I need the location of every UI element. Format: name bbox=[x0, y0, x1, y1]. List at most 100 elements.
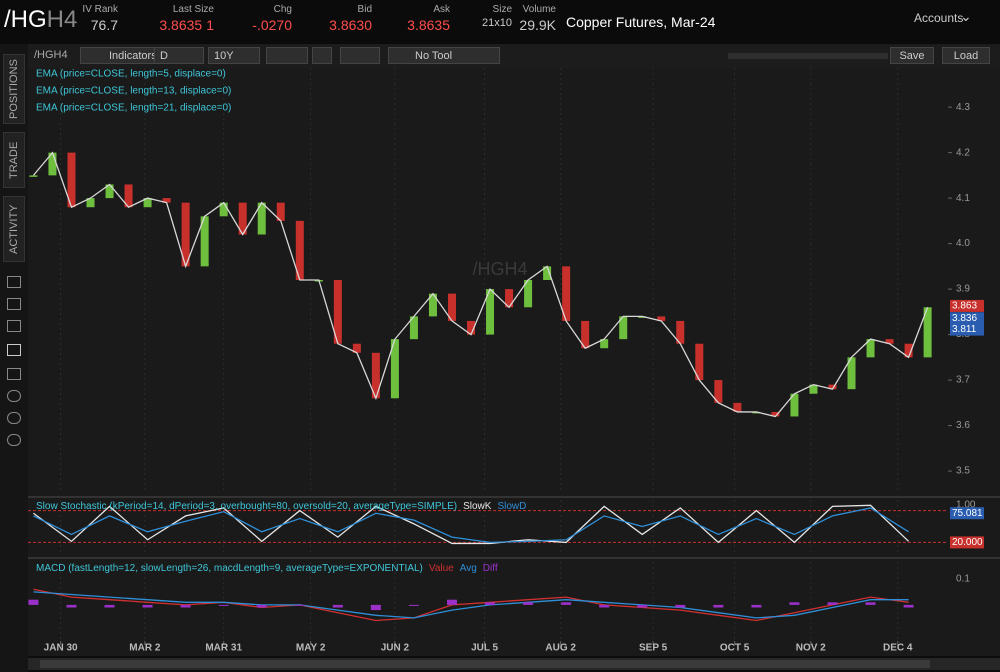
candle bbox=[124, 184, 133, 208]
price-tag: 3.863 bbox=[952, 301, 977, 312]
aggregation-select[interactable]: D bbox=[154, 47, 204, 64]
candle bbox=[847, 357, 856, 390]
histogram-bar bbox=[637, 604, 648, 608]
quote: Volume 29.9K bbox=[519, 4, 556, 33]
study-title: Slow Stochastic (kPeriod=14, dPeriod=3, … bbox=[36, 501, 457, 512]
y-tick-label: 3.6 bbox=[956, 420, 970, 431]
quote-value: -.0270 bbox=[252, 17, 292, 33]
candle bbox=[486, 289, 495, 335]
histogram-bar bbox=[332, 604, 343, 608]
quote-label: Size bbox=[492, 4, 512, 15]
range-select[interactable]: 10Y bbox=[208, 47, 260, 64]
histogram-bar bbox=[28, 599, 39, 605]
study-label: EMA (price=CLOSE, length=13, displace=0) bbox=[36, 86, 231, 97]
histogram-bar bbox=[142, 604, 153, 608]
y-tick-label: 3.8 bbox=[956, 329, 970, 340]
candle bbox=[105, 184, 114, 199]
y-tick-label: 0.1 bbox=[956, 574, 970, 585]
histogram-bar bbox=[561, 602, 572, 605]
candle bbox=[428, 293, 437, 317]
side-tab[interactable]: ACTIVITY bbox=[3, 196, 25, 262]
candle bbox=[409, 316, 418, 340]
price-tag: 20.000 bbox=[952, 537, 983, 548]
candle bbox=[752, 411, 761, 414]
x-tick-label: MAR 31 bbox=[205, 643, 242, 654]
side-icon[interactable] bbox=[7, 276, 21, 288]
histogram-bar bbox=[675, 604, 686, 608]
candle bbox=[657, 316, 666, 321]
histogram-bar bbox=[713, 604, 724, 608]
accounts-button[interactable]: Accounts bbox=[914, 11, 964, 25]
axis-label: 1.00 bbox=[956, 500, 976, 511]
histogram-bar bbox=[370, 604, 381, 611]
histogram-bar bbox=[789, 602, 800, 605]
panel-divider bbox=[28, 496, 1000, 498]
candle bbox=[809, 384, 818, 394]
quote: Chg -.0270 bbox=[252, 4, 292, 33]
histogram-bar bbox=[865, 602, 876, 605]
side-icon[interactable] bbox=[7, 320, 21, 332]
histogram-bar bbox=[903, 604, 914, 608]
load-button[interactable]: Load bbox=[942, 47, 990, 64]
candle bbox=[352, 343, 361, 353]
side-icon[interactable] bbox=[7, 390, 21, 402]
side-icon[interactable] bbox=[7, 344, 21, 356]
candle bbox=[904, 343, 913, 358]
series-line bbox=[33, 507, 909, 544]
drawing-select[interactable] bbox=[340, 47, 380, 64]
quote-label: Volume bbox=[522, 4, 556, 15]
side-tab[interactable]: POSITIONS bbox=[3, 54, 25, 124]
y-tick-label: 3.5 bbox=[956, 466, 970, 477]
candle bbox=[885, 339, 894, 344]
zoom-slider[interactable] bbox=[728, 53, 888, 59]
quote-value: 3.8635 1 bbox=[159, 17, 214, 33]
x-tick-label: MAR 2 bbox=[129, 643, 161, 654]
quote: Ask 3.8635 bbox=[407, 4, 450, 33]
legend-entry: SlowK bbox=[463, 501, 492, 512]
candle bbox=[143, 198, 152, 208]
quote-value: 21x10 bbox=[482, 17, 512, 29]
x-tick-label: DEC 4 bbox=[883, 643, 913, 654]
side-tab[interactable]: TRADE bbox=[3, 132, 25, 188]
settings-button[interactable] bbox=[312, 47, 332, 64]
y-tick-label: 4.1 bbox=[956, 193, 970, 204]
price-tag-box bbox=[950, 536, 984, 549]
price-tag: 3.811 bbox=[952, 324, 977, 335]
histogram-bar bbox=[827, 602, 838, 605]
chart-toolbar: /HGH4 Indicators D 10Y No Tool Save Load bbox=[28, 44, 1000, 68]
y-tick-label: 3.9 bbox=[956, 284, 970, 295]
x-tick-label: JUN 2 bbox=[381, 643, 410, 654]
side-icon[interactable] bbox=[7, 368, 21, 380]
candle bbox=[866, 339, 875, 358]
quote-value: 3.8635 bbox=[407, 17, 450, 33]
side-icon[interactable] bbox=[7, 298, 21, 310]
description: Copper Futures, Mar-24 bbox=[566, 14, 716, 30]
side-icon[interactable] bbox=[7, 434, 21, 446]
price-tag-box bbox=[950, 299, 984, 312]
candle bbox=[638, 316, 647, 318]
quote-value: 29.9K bbox=[519, 17, 556, 33]
x-tick-label: MAY 2 bbox=[296, 643, 326, 654]
candle bbox=[619, 316, 628, 340]
y-tick-label: 3.7 bbox=[956, 375, 970, 386]
quote-label: Bid bbox=[357, 4, 372, 15]
tool-select[interactable]: No Tool bbox=[388, 47, 500, 64]
x-tick-label: NOV 2 bbox=[796, 643, 826, 654]
symbol-root: /HG bbox=[4, 6, 47, 33]
save-button[interactable]: Save bbox=[890, 47, 934, 64]
candle bbox=[676, 320, 685, 344]
candle bbox=[923, 307, 932, 358]
candle bbox=[314, 280, 323, 282]
toolbar-symbol: /HGH4 bbox=[34, 49, 68, 61]
scrollbar bbox=[28, 658, 1000, 670]
watermark: /HGH4 bbox=[472, 259, 527, 279]
price-tag: 3.836 bbox=[952, 313, 977, 324]
style-select[interactable] bbox=[266, 47, 308, 64]
side-icon[interactable] bbox=[7, 412, 21, 424]
candle bbox=[181, 202, 190, 267]
candle bbox=[790, 393, 799, 417]
histogram-bar bbox=[599, 604, 610, 608]
chevron: ⌄ bbox=[960, 8, 972, 24]
histogram-bar bbox=[256, 604, 267, 608]
